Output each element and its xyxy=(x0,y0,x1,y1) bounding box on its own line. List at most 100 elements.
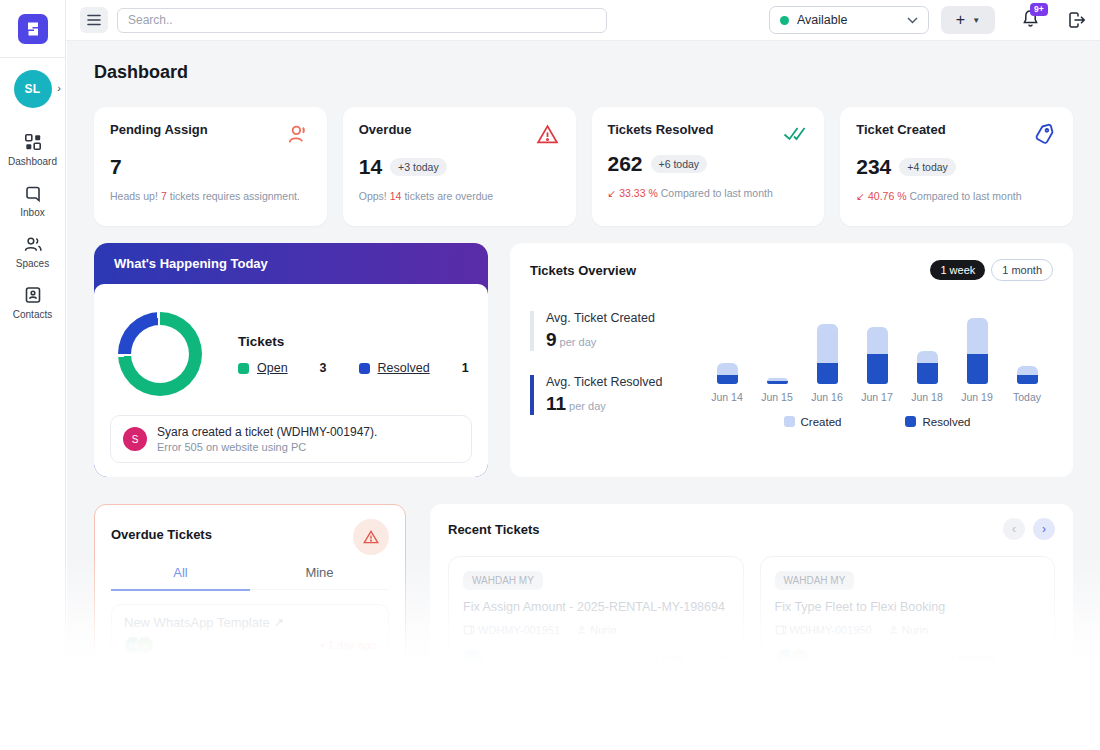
plus-icon: + xyxy=(956,12,965,28)
overdue-item[interactable]: New WhatsApp Template ↗ H S • 1 day ago xyxy=(111,604,389,665)
open-value: 3 xyxy=(320,361,327,375)
contacts-icon xyxy=(23,285,43,305)
sidebar-item-label: Inbox xyxy=(20,207,44,218)
recent-title: Recent Tickets xyxy=(448,522,540,537)
bar-column xyxy=(702,307,752,384)
status-select[interactable]: Available xyxy=(769,6,929,34)
sidebar-item-label: Dashboard xyxy=(8,156,57,167)
topbar: Available + ▼ 9+ xyxy=(66,0,1100,41)
activity-item[interactable]: S Syara created a ticket (WDHMY-001947).… xyxy=(110,415,472,463)
hamburger-button[interactable] xyxy=(80,7,108,33)
logout-button[interactable] xyxy=(1067,11,1086,29)
spaces-icon xyxy=(23,234,43,254)
created-marker xyxy=(784,416,795,427)
sidebar-item-label: Contacts xyxy=(13,309,52,320)
notifications-button[interactable]: 9+ xyxy=(1021,8,1043,32)
note-part: tickets are overdue xyxy=(404,190,493,202)
stat-card-tickets-resolved[interactable]: Tickets Resolved 262+6 today ↙ 33.33 %Co… xyxy=(592,107,825,226)
activity-subtitle: Error 505 on website using PC xyxy=(157,441,377,453)
sidebar-item-dashboard[interactable]: Dashboard xyxy=(0,132,65,167)
avg-created-block: Avg. Ticket Created 9per day xyxy=(530,311,655,351)
bar-chart-legend: Created Resolved xyxy=(702,416,1052,428)
x-axis-label: Today xyxy=(1002,391,1052,403)
stat-title: Ticket Created xyxy=(856,122,945,137)
app: SL › Dashboard Inbox Spaces Contacts xyxy=(0,0,1100,750)
overdue-item-title: New WhatsApp Template ↗ xyxy=(124,615,376,630)
sidebar-item-spaces[interactable]: Spaces xyxy=(0,234,65,269)
sidebar-item-contacts[interactable]: Contacts xyxy=(0,285,65,320)
avg-resolved-block: Avg. Ticket Resolved 11per day xyxy=(530,375,663,415)
logo-glyph xyxy=(24,20,42,38)
double-check-icon xyxy=(781,122,808,144)
logo-wrap xyxy=(0,0,65,58)
ticket-id: WDHMY-001951 xyxy=(463,624,560,636)
avg-resolved-value: 11 xyxy=(546,393,566,414)
stat-badge: +4 today xyxy=(899,158,956,176)
tickets-donut-chart xyxy=(118,312,202,396)
status-badge: • Open xyxy=(1006,652,1040,664)
resolved-marker xyxy=(359,363,370,374)
stat-value: 262 xyxy=(608,152,643,176)
range-1-month[interactable]: 1 month xyxy=(991,259,1053,281)
bar-column xyxy=(902,307,952,384)
sidebar-expand-icon[interactable]: › xyxy=(57,82,61,94)
note-part: 14 xyxy=(390,190,402,202)
happening-body: Tickets Open 3 Resolved 1 S Syara create… xyxy=(94,284,488,477)
note-part: tickets requires assignment. xyxy=(170,190,300,202)
stat-badge: +6 today xyxy=(651,155,708,173)
add-button[interactable]: + ▼ xyxy=(941,6,995,34)
user-alert-icon xyxy=(286,122,311,147)
main-content: Dashboard Pending Assign 7 Heads up!7tic… xyxy=(67,41,1100,661)
ticket-title: Fix Type Fleet to Flexi Booking xyxy=(775,600,1041,614)
inbox-icon xyxy=(23,183,43,203)
tickets-overview-card: Tickets Overview 1 week 1 month Avg. Tic… xyxy=(510,243,1073,477)
stat-card-overdue[interactable]: Overdue 14+3 today Opps!14tickets are ov… xyxy=(343,107,576,226)
assignee: Nurin xyxy=(576,624,616,636)
sidebar-item-inbox[interactable]: Inbox xyxy=(0,183,65,218)
overdue-item-avatars: H S xyxy=(124,636,154,654)
x-axis-label: Jun 16 xyxy=(802,391,852,403)
x-axis-label: Jun 18 xyxy=(902,391,952,403)
legend-created: Created xyxy=(784,416,842,428)
org-badge: WAHDAH MY xyxy=(775,571,855,590)
search-input[interactable] xyxy=(117,8,607,33)
tab-all[interactable]: All xyxy=(111,565,250,589)
open-link[interactable]: Open xyxy=(257,361,288,375)
overdue-item-time: • 1 day ago xyxy=(321,639,376,651)
white-bottom xyxy=(0,664,1100,750)
stat-cards-row: Pending Assign 7 Heads up!7tickets requi… xyxy=(94,107,1073,226)
avatar: S xyxy=(136,636,154,654)
status-dot xyxy=(780,16,789,25)
sidebar: SL › Dashboard Inbox Spaces Contacts xyxy=(0,0,66,662)
range-toggle: 1 week 1 month xyxy=(930,259,1053,281)
tab-mine[interactable]: Mine xyxy=(250,565,389,589)
avatar[interactable]: SL xyxy=(14,70,52,108)
resolved-value: 1 xyxy=(462,361,469,375)
stat-note: ↙ 33.33 %Compared to last month xyxy=(608,187,809,199)
note-part: Heads up! xyxy=(110,190,158,202)
legend-resolved: Resolved xyxy=(905,416,970,428)
warning-circle xyxy=(353,519,389,555)
carousel-next-button[interactable]: › xyxy=(1033,518,1055,540)
happening-header: What's Happening Today xyxy=(94,243,488,284)
page-title: Dashboard xyxy=(94,62,1073,83)
avg-resolved-label: Avg. Ticket Resolved xyxy=(546,375,663,389)
stat-card-pending-assign[interactable]: Pending Assign 7 Heads up!7tickets requi… xyxy=(94,107,327,226)
overview-title: Tickets Overview xyxy=(530,263,636,278)
avg-created-value: 9 xyxy=(546,329,557,350)
topbar-right: Available + ▼ 9+ xyxy=(769,6,1086,34)
stat-title: Pending Assign xyxy=(110,122,208,137)
tickets-legend: Open 3 Resolved 1 xyxy=(238,361,469,375)
resolved-link[interactable]: Resolved xyxy=(378,361,430,375)
stat-value: 234 xyxy=(856,155,891,179)
note-part: Opps! xyxy=(359,190,387,202)
stat-card-ticket-created[interactable]: Ticket Created 234+4 today ↙ 40.76 %Comp… xyxy=(840,107,1073,226)
note-part: Compared to last month xyxy=(661,187,773,199)
app-logo[interactable] xyxy=(18,14,48,44)
priority-badge: • Medium xyxy=(950,652,996,664)
bar-chart xyxy=(702,307,1052,384)
resolved-marker xyxy=(905,416,916,427)
carousel-prev-button[interactable]: ‹ xyxy=(1003,518,1025,540)
avatar-initials: SL xyxy=(25,82,41,96)
range-1-week[interactable]: 1 week xyxy=(930,260,985,280)
